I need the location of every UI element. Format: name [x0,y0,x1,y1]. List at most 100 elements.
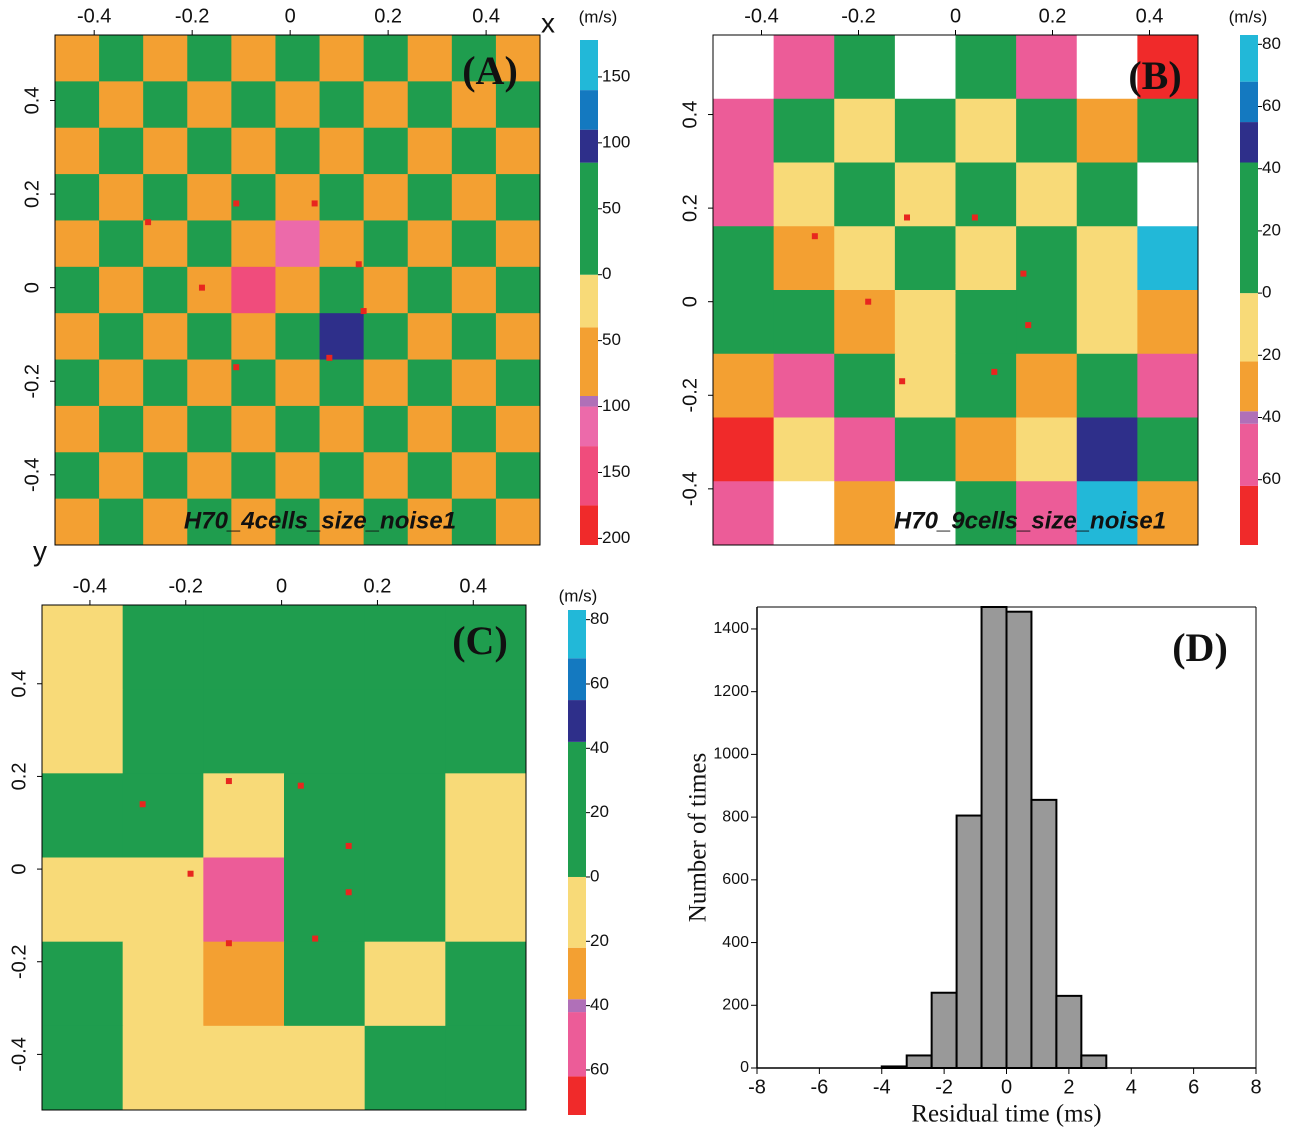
y-tick-label: 800 [722,808,749,825]
heat-cell [187,452,232,500]
x-tick-label: -2 [935,1076,953,1098]
heat-cell [363,127,409,175]
heat-cell [363,266,409,314]
colorbar-band [580,129,598,163]
heat-cell [1016,162,1078,227]
heat-cell [55,35,100,82]
heat-cell [42,941,124,1027]
colorbar-band [568,1012,586,1077]
heat-cell [55,452,100,500]
heat-cell [55,359,100,407]
bar [980,606,1008,1069]
heat-cell [275,220,321,268]
heat-cell [834,98,896,163]
panel-title: (D) [1172,625,1228,670]
heat-cell [1076,226,1138,291]
colorbar-tick-label: 0 [1262,283,1271,302]
bar [955,814,983,1069]
colorbar-band [568,876,586,948]
heat-cell [364,941,446,1027]
heat-cell [451,452,497,500]
heat-cell [363,498,409,546]
colorbar-band [568,700,586,742]
heat-cell [55,220,100,268]
heat-cell [451,35,497,82]
heat-cell [143,81,188,129]
heat-cell [143,498,188,546]
heat-cell [1016,417,1078,482]
heat-cell [363,405,409,453]
x-tick-label: 0.4 [1136,5,1164,27]
heat-cell [407,359,453,407]
heat-cell [42,689,124,774]
heat-cell [1076,290,1138,355]
heat-cell [122,941,204,1027]
heat-cell [1076,35,1138,100]
station [225,778,232,785]
bar [1080,1054,1108,1070]
colorbar-band [568,610,586,659]
x-tick-label: -8 [748,1076,766,1098]
heat-cell [143,452,188,500]
colorbar-band [580,327,598,397]
colorbar-band [580,40,598,91]
heat-cell [773,35,835,100]
colorbar-tick-label: 100 [602,132,630,151]
colorbar-band [1240,81,1258,123]
heat-cell [407,498,453,546]
panel-title: (C) [452,618,508,663]
heat-cell [363,220,409,268]
heat-cell [363,81,409,129]
heat-cell [894,417,956,482]
colorbar-band [580,90,598,130]
heat-cell [445,605,527,690]
y-tick-label: -0.4 [8,1037,30,1071]
heat-cell [143,174,188,221]
heat-cell [319,35,365,82]
x-tick-label: -0.4 [744,5,778,27]
heat-cell [319,174,365,221]
heat-cell [495,313,541,361]
colorbar-unit: (m/s) [579,7,618,26]
colorbar-band [1240,293,1258,362]
heat-cell [99,174,144,221]
heat-cell [894,290,956,355]
heat-cell [495,174,541,221]
heat-cell [1137,226,1199,291]
panel-title: (A) [462,48,518,93]
y-tick-label: 0 [8,864,30,875]
heat-cell [275,127,321,175]
heat-cell [955,162,1017,227]
heat-cell [364,689,446,774]
heat-cell [99,313,144,361]
heat-cell [364,605,446,690]
x-tick-label: -0.2 [169,575,203,597]
x-tick-label: -6 [810,1076,828,1098]
plot-frame [41,604,527,1111]
y-tick-label: 0.2 [21,180,43,208]
heat-cell [713,417,775,482]
heat-cell [187,359,232,407]
heat-cell [42,605,124,690]
heat-cell [319,359,365,407]
station [233,364,240,371]
heat-cell [894,98,956,163]
heat-cell [451,127,497,175]
heat-cell [99,81,144,129]
colorbar-tick-label: 40 [590,738,609,757]
heat-cell [275,452,321,500]
heat-cell [1016,98,1078,163]
y-tick-label: 1400 [713,620,749,637]
heat-cell [1137,162,1199,227]
heat-cell [99,266,144,314]
heat-cell [275,35,321,82]
heat-cell [834,353,896,418]
heat-cell [284,1025,366,1111]
colorbar-band [580,396,598,407]
heat-cell [122,1025,204,1111]
x-tick-label: 8 [1250,1076,1261,1098]
heat-cell [143,266,188,314]
heat-cell [1137,481,1199,546]
heat-cell [773,162,835,227]
x-tick-label: 0 [285,5,296,27]
